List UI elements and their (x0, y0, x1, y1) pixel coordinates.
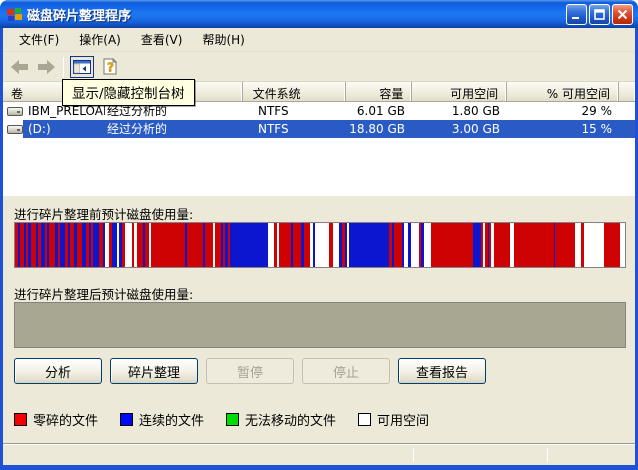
maximize-button[interactable] (589, 3, 610, 25)
menu-view[interactable]: 查看(V) (140, 33, 183, 47)
legend-free-space: 可用空间 (358, 410, 429, 429)
volume-row-d-selected[interactable]: (D:) 经过分析的 NTFS 18.80 GB 3.00 GB 15 % (3, 120, 635, 138)
svg-text:?: ? (107, 61, 114, 75)
menu-bar: 文件(F) 操作(A) 查看(V) 帮助(H) (3, 28, 635, 52)
legend-unmovable: 无法移动的文件 (226, 410, 336, 429)
free-space-swatch (358, 413, 372, 426)
usage-before-label: 进行碎片整理前预计磁盘使用量: (14, 207, 194, 222)
legend-contiguous: 连续的文件 (120, 410, 204, 429)
fragmented-files-swatch (14, 413, 27, 426)
volume-row-c[interactable]: IBM_PRELOAD (C:) 经过分析的 NTFS 6.01 GB 1.80… (3, 102, 635, 120)
unmovable-files-swatch (226, 413, 240, 426)
volume-name: IBM_PRELOAD (C:) (28, 104, 105, 118)
column-header-filler (619, 82, 635, 101)
column-header-free-space[interactable]: 可用空间 (412, 82, 508, 101)
usage-bar-after (14, 302, 626, 348)
free-space: 3.00 GB (451, 122, 500, 136)
forward-button[interactable] (37, 59, 55, 74)
legend-label: 无法移动的文件 (245, 414, 337, 429)
session-status: 经过分析的 (107, 122, 168, 136)
window-title: 磁盘碎片整理程序 (27, 8, 132, 24)
capacity: 6.01 GB (356, 104, 405, 118)
file-system: NTFS (258, 104, 289, 118)
legend-fragmented: 零碎的文件 (14, 410, 98, 429)
session-status: 经过分析的 (107, 104, 168, 118)
pause-button[interactable]: 暂停 (206, 358, 294, 384)
column-header-status[interactable] (105, 82, 243, 101)
drive-icon (7, 124, 23, 134)
legend: 零碎的文件 连续的文件 无法移动的文件 可用空间 (14, 410, 429, 429)
minimize-button[interactable] (566, 3, 587, 25)
tooltip: 显示/隐藏控制台树 (62, 79, 195, 106)
defrag-panel: 进行碎片整理前预计磁盘使用量: 进行碎片整理后预计磁盘使用量: 分析 碎片整理 … (3, 196, 635, 443)
drive-icon (7, 106, 23, 116)
usage-after-label: 进行碎片整理后预计磁盘使用量: (14, 287, 194, 302)
toolbar-separator (63, 56, 64, 77)
status-bar-separator (547, 448, 548, 462)
back-button[interactable] (11, 59, 29, 74)
analyze-button[interactable]: 分析 (14, 358, 102, 384)
column-header-filesystem[interactable]: 文件系统 (243, 82, 347, 101)
status-bar-separator (413, 448, 414, 462)
close-button[interactable] (612, 3, 633, 25)
view-report-button[interactable]: 查看报告 (398, 358, 486, 384)
file-system: NTFS (258, 122, 289, 136)
free-space: 1.80 GB (451, 104, 500, 118)
menu-action[interactable]: 操作(A) (79, 33, 121, 47)
help-button[interactable]: ? (102, 58, 119, 75)
capacity: 18.80 GB (349, 122, 405, 136)
action-button-row: 分析 碎片整理 暂停 停止 查看报告 (14, 358, 486, 384)
volume-name: (D:) (28, 122, 51, 136)
legend-label: 可用空间 (377, 414, 430, 429)
column-header-capacity[interactable]: 容量 (346, 82, 413, 101)
usage-bar-before (14, 222, 626, 268)
status-bar (3, 443, 635, 465)
column-header-pct-free-space[interactable]: % 可用空间 (507, 82, 619, 101)
menu-help[interactable]: 帮助(H) (202, 33, 245, 47)
menu-file[interactable]: 文件(F) (19, 33, 60, 47)
title-bar[interactable]: 磁盘碎片整理程序 (0, 0, 638, 28)
defragment-button[interactable]: 碎片整理 (110, 358, 198, 384)
contiguous-files-swatch (120, 413, 134, 426)
show-hide-console-tree-button[interactable] (70, 55, 94, 78)
app-icon (6, 6, 23, 23)
pct-free-space: 29 % (581, 104, 613, 118)
legend-label: 零碎的文件 (33, 414, 99, 429)
toolbar: ? (3, 52, 635, 82)
pct-free-space: 15 % (581, 122, 613, 136)
legend-label: 连续的文件 (139, 414, 205, 429)
stop-button[interactable]: 停止 (302, 358, 390, 384)
